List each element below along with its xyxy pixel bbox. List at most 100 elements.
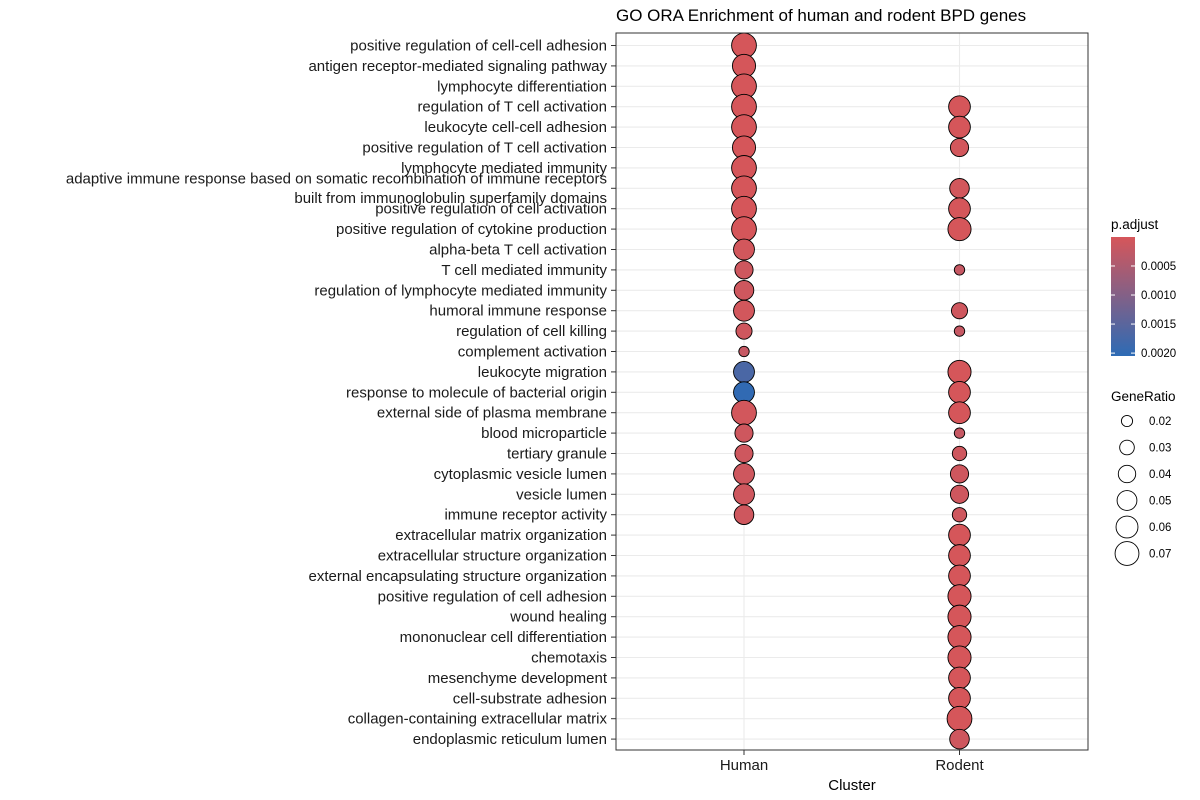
y-tick-label: positive regulation of T cell activation: [362, 140, 607, 157]
y-tick-label: alpha-beta T cell activation: [429, 242, 607, 259]
data-point: [947, 584, 972, 609]
data-point: [948, 115, 971, 139]
y-tick-label: mononuclear cell differentiation: [400, 629, 607, 646]
data-point: [948, 666, 971, 690]
data-point: [733, 462, 755, 485]
data-point: [948, 523, 971, 547]
data-point: [947, 645, 972, 670]
data-point: [949, 728, 970, 750]
data-point: [733, 483, 755, 506]
data-point: [949, 464, 970, 484]
data-point: [953, 325, 966, 337]
data-point: [948, 564, 971, 588]
size-legend-circle: [1115, 515, 1139, 539]
legend-size-title: GeneRatio: [1111, 389, 1176, 404]
grid-lines: [616, 33, 1088, 750]
colorbar-tick-label: 0.0005: [1141, 261, 1176, 273]
size-legend-circle: [1119, 439, 1135, 456]
data-point: [733, 238, 755, 261]
colorbar-tick-label: 0.0015: [1141, 319, 1176, 331]
size-legend-label: 0.05: [1149, 496, 1171, 508]
y-tick-label: positive regulation of cell activation: [375, 201, 607, 218]
data-point: [951, 507, 968, 523]
size-legend-label: 0.02: [1149, 416, 1171, 428]
legend: p.adjust 0.0005 0.0010 0.0015 0.0020 GeneRa…: [1111, 217, 1176, 566]
size-legend-label: 0.07: [1149, 549, 1171, 561]
legend-colorbar: [1111, 237, 1135, 356]
data-point: [948, 401, 971, 425]
data-point: [734, 423, 754, 443]
legend-size-keys: 0.02 0.03 0.04 0.05 0.06 0.07: [1114, 414, 1172, 566]
colorbar-tick-label: 0.0020: [1141, 348, 1176, 360]
data-point: [951, 445, 968, 462]
data-point: [948, 544, 971, 567]
data-point: [735, 322, 753, 340]
y-tick-label: positive regulation of cell-cell adhesio…: [350, 38, 607, 55]
y-tick-label: collagen-containing extracellular matrix: [348, 711, 608, 728]
data-point: [948, 197, 971, 221]
data-point: [733, 280, 755, 301]
y-tick-label: adaptive immune response based on somati…: [66, 171, 607, 207]
data-point: [949, 137, 970, 158]
data-point: [947, 604, 972, 629]
y-tick-label: external side of plasma membrane: [377, 405, 607, 422]
y-tick-label: lymphocyte differentiation: [437, 78, 607, 95]
data-point: [948, 380, 971, 404]
y-tick-label: positive regulation of cytokine producti…: [336, 221, 607, 238]
data-point: [947, 625, 972, 650]
y-tick-label: lymphocyte mediated immunity: [401, 160, 607, 177]
x-axis-title: Cluster: [828, 777, 876, 794]
y-tick-label: cytoplasmic vesicle lumen: [434, 466, 607, 483]
y-tick-label: tertiary granule: [507, 446, 607, 463]
size-legend-circle: [1114, 541, 1140, 566]
data-point: [733, 360, 755, 383]
y-tick-label: cell-substrate adhesion: [453, 690, 607, 707]
y-tick-label: external encapsulating structure organiz…: [308, 568, 607, 585]
x-axis: Human Rodent: [720, 750, 985, 774]
y-tick-label: positive regulation of cell adhesion: [378, 588, 607, 605]
data-point: [733, 504, 755, 525]
y-tick-label: extracellular matrix organization: [395, 527, 607, 544]
data-point: [947, 359, 972, 384]
data-point: [953, 264, 966, 276]
x-tick-label: Rodent: [935, 757, 984, 774]
data-point: [734, 443, 754, 464]
y-tick-label: wound healing: [509, 609, 607, 626]
data-point: [951, 302, 969, 320]
y-tick-label: leukocyte cell-cell adhesion: [424, 119, 607, 136]
data-point: [946, 705, 973, 732]
y-tick-label: regulation of T cell activation: [417, 99, 607, 116]
data-point: [949, 484, 970, 504]
y-tick-label: complement activation: [458, 344, 607, 361]
legend-color-title: p.adjust: [1111, 217, 1159, 232]
data-point: [733, 381, 755, 404]
y-tick-label: vesicle lumen: [516, 486, 607, 503]
y-tick-label: antigen receptor-mediated signaling path…: [308, 58, 607, 75]
size-legend-label: 0.03: [1149, 443, 1171, 455]
y-tick-label: leukocyte migration: [478, 364, 607, 381]
y-tick-label: endoplasmic reticulum lumen: [413, 731, 607, 748]
size-legend-label: 0.06: [1149, 522, 1171, 534]
y-tick-label: mesenchyme development: [428, 670, 608, 687]
data-point: [731, 399, 757, 426]
data-point: [949, 178, 970, 199]
size-legend-circle: [1117, 464, 1137, 484]
size-legend-circle: [1120, 414, 1134, 428]
y-tick-label: humoral immune response: [429, 303, 607, 320]
y-tick-label: extracellular structure organization: [378, 548, 607, 565]
legend-colorbar-ticks: 0.0005 0.0010 0.0015 0.0020: [1111, 261, 1176, 360]
y-tick-label: regulation of lymphocyte mediated immuni…: [314, 282, 607, 299]
chart-title: GO ORA Enrichment of human and rodent BP…: [616, 6, 1026, 25]
panel-border: [615, 32, 1089, 751]
data-point: [947, 217, 972, 242]
y-axis: positive regulation of cell-cell adhesio…: [66, 38, 616, 748]
data-point: [738, 345, 750, 358]
y-tick-label: response to molecule of bacterial origin: [346, 384, 607, 401]
data-point: [948, 95, 971, 119]
y-tick-label: chemotaxis: [531, 650, 607, 667]
data-point: [731, 216, 757, 242]
data-point: [953, 427, 966, 439]
size-legend-label: 0.04: [1149, 469, 1172, 481]
y-tick-label: T cell mediated immunity: [441, 262, 607, 279]
